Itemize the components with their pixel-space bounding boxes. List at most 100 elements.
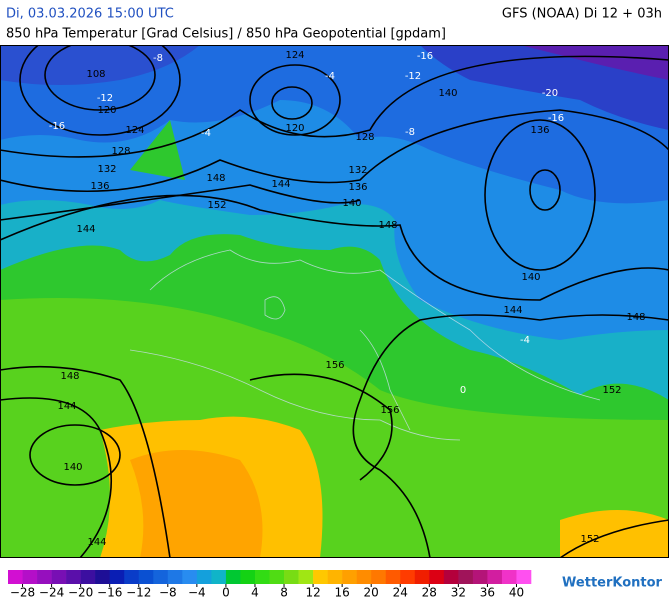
colorbar-swatch <box>182 570 198 584</box>
contour-label: 144 <box>271 179 290 190</box>
colorbar-swatch <box>225 570 241 584</box>
colorbar-swatch <box>269 570 285 584</box>
contour-label: 144 <box>503 305 522 316</box>
header-right: GFS (NOAA) Di 12 + 03h <box>502 7 662 22</box>
colorbar-swatch <box>109 570 125 584</box>
colorbar-tick-label: 12 <box>305 586 320 600</box>
colorbar-swatch <box>501 570 517 584</box>
isotherm-label: -4 <box>325 71 335 82</box>
colorbar-swatch <box>284 570 299 584</box>
contour-label: 136 <box>90 181 109 192</box>
colorbar-swatch <box>240 570 256 584</box>
warm-zone <box>130 450 263 558</box>
colorbar-tick-label: −16 <box>97 586 122 600</box>
colorbar-tick-label: 36 <box>480 586 495 600</box>
colorbar: −28 −24 −20 −16 −12 −8 −4 0 4 8 12 16 20 24 28 32 36 40 <box>8 570 532 600</box>
coastlines <box>129 249 601 441</box>
isotherm-label: -16 <box>49 121 65 132</box>
contour-label: 124 <box>125 125 144 136</box>
contour-label: 148 <box>626 312 645 323</box>
colorbar-swatch <box>8 570 23 584</box>
colorbar-swatch <box>385 570 401 584</box>
contour-label: 152 <box>207 200 226 211</box>
colorbar-swatch <box>516 570 532 584</box>
contour-label: 132 <box>97 164 116 175</box>
contour-label: 152 <box>602 385 621 396</box>
colorbar-tick-label: −8 <box>159 586 177 600</box>
colorbar-swatch <box>80 570 96 584</box>
contour-label: 136 <box>530 125 549 136</box>
cold-zone <box>520 45 669 80</box>
colorbar-swatch <box>356 570 372 584</box>
colorbar-swatch <box>371 570 387 584</box>
colorbar-swatch <box>138 570 154 584</box>
contour-label: 140 <box>521 272 540 283</box>
colorbar-swatch <box>327 570 343 584</box>
isotherm-label: -8 <box>153 53 163 64</box>
colorbar-tick-label: −4 <box>188 586 206 600</box>
contour-label: 156 <box>380 405 399 416</box>
colorbar-swatch <box>458 570 474 584</box>
isotherm-label: -12 <box>405 71 421 82</box>
colorbar-swatch <box>95 570 110 584</box>
contour-label: 152 <box>580 534 599 545</box>
colorbar-tick-label: −20 <box>68 586 93 600</box>
colorbar-swatch <box>414 570 430 584</box>
contour-label: 132 <box>348 165 367 176</box>
header-left: Di, 03.03.2026 15:00 UTC <box>6 7 174 22</box>
colorbar-tick-label: 4 <box>251 586 259 600</box>
colorbar-swatch <box>153 570 169 584</box>
isotherm-label: -20 <box>542 88 558 99</box>
isotherm-label: -4 <box>201 128 211 139</box>
colorbar-swatch <box>472 570 488 584</box>
colorbar-tick-label: 28 <box>422 586 437 600</box>
isotherm-label: -12 <box>97 93 113 104</box>
colorbar-tick-label: 32 <box>451 586 466 600</box>
colorbar-tick-label: 40 <box>509 586 524 600</box>
contour-label: 128 <box>111 146 130 157</box>
colorbar-swatch <box>66 570 81 584</box>
contour-label: 144 <box>87 537 106 548</box>
isotherm-label: -16 <box>548 113 564 124</box>
contour-label: 120 <box>97 105 116 116</box>
colorbar-tick-label: −12 <box>126 586 151 600</box>
warm-zone <box>560 510 669 558</box>
contour-label: 140 <box>63 462 82 473</box>
colorbar-tick-label: 16 <box>334 586 349 600</box>
contour-label: 136 <box>348 182 367 193</box>
contour-label: 148 <box>206 173 225 184</box>
contour-label: 144 <box>57 401 76 412</box>
colorbar-tick-label: 8 <box>280 586 288 600</box>
contour-label: 140 <box>438 88 457 99</box>
contour-label: 124 <box>285 50 304 61</box>
logo: WetterKontor <box>562 576 663 591</box>
colorbar-swatch <box>124 570 140 584</box>
colorbar-tick-label: 0 <box>222 586 230 600</box>
colorbar-swatch <box>487 570 503 584</box>
contour-label: 144 <box>76 224 95 235</box>
contour-label: 148 <box>378 220 397 231</box>
colorbar-swatch <box>429 570 445 584</box>
colorbar-swatch <box>443 570 459 584</box>
colorbar-swatch <box>313 570 328 584</box>
colorbar-swatch <box>342 570 357 584</box>
colorbar-swatch <box>254 570 270 584</box>
contours <box>0 45 669 558</box>
colorbar-swatch <box>211 570 227 584</box>
cold-zone <box>0 45 200 85</box>
contour-label: 156 <box>325 360 344 371</box>
isotherm-label: -4 <box>520 335 530 346</box>
isotherm-label: 0 <box>460 385 466 396</box>
contour-label: 128 <box>355 132 374 143</box>
contour-label: 140 <box>342 198 361 209</box>
isotherm-label: -8 <box>405 127 415 138</box>
contour-label: 120 <box>285 123 304 134</box>
colorbar-tick-label: −24 <box>39 586 64 600</box>
map: 124 108 120 124 128 132 136 144 148 152 … <box>0 45 669 558</box>
colorbar-tick-label: 20 <box>364 586 379 600</box>
colorbar-swatch <box>400 570 416 584</box>
contour-label: 108 <box>86 69 105 80</box>
warm-tongue <box>130 120 185 180</box>
colorbar-tick-label: 24 <box>393 586 408 600</box>
